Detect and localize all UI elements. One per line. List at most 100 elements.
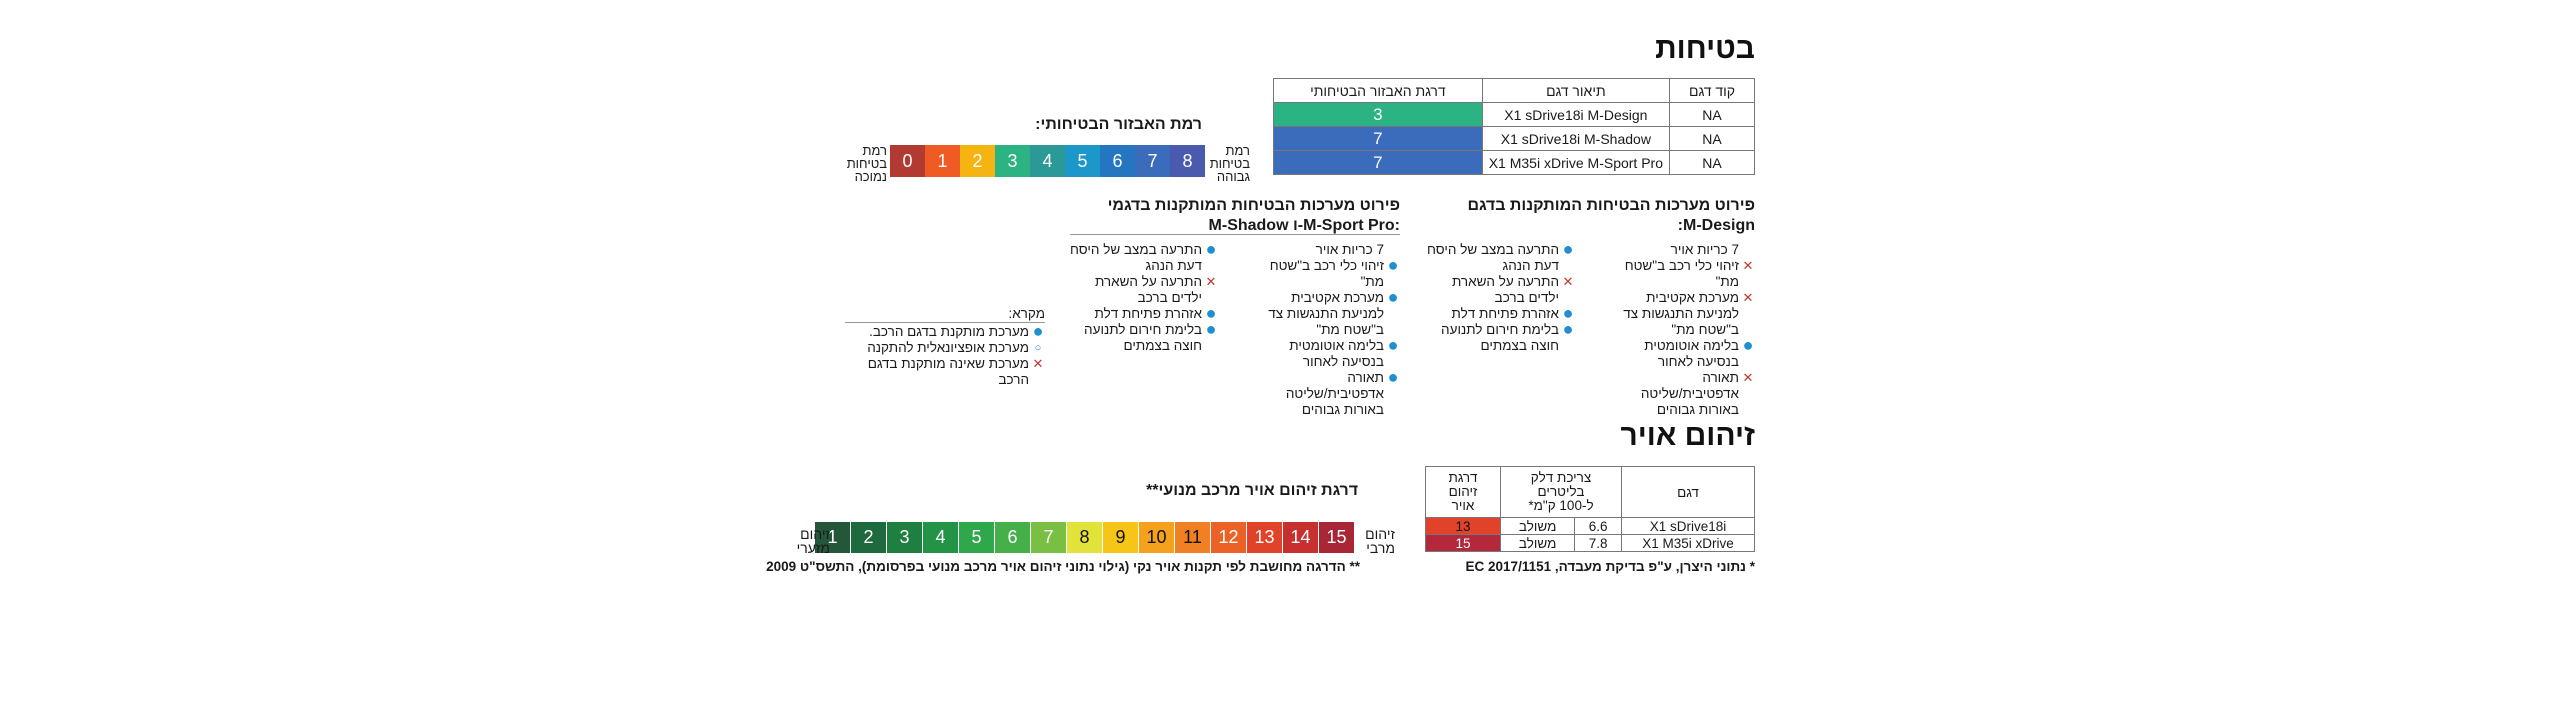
list-item: ✕ התרעה על השארת ילדים ברכב: [1068, 274, 1218, 306]
installed-dot-icon: ●: [1205, 303, 1217, 323]
pollution-level-5: 5: [959, 522, 995, 553]
installed-dot-icon: ●: [1387, 287, 1399, 307]
safety-level-cell: 3: [1273, 102, 1483, 127]
legend-item: ✕ מערכת שאינה מותקנת בדגם הרכב: [867, 356, 1044, 387]
list-item-text: 7 כריות אויר: [1315, 242, 1384, 257]
list-item-text: התרעה על השארת ילדים ברכב: [1094, 274, 1202, 305]
not-installed-x-icon: ✕: [1742, 370, 1754, 385]
list-item-text: בלימת חירום לתנועה חוצה בצמתים: [1084, 322, 1202, 353]
list-item: ✕ מערכת אקטיבית למניעת התנגשות צד ב"שטח מ…: [1607, 290, 1755, 338]
safety-title: בטיחות: [1655, 32, 1755, 65]
pollution-table: דגם צריכת דלק בליטרים ל-100 ק"מ* דרגת זיהום…: [1425, 466, 1755, 552]
safety-level-7: 7: [1135, 145, 1170, 177]
pollution-scale-title: דרגת זיהום אויר מרכב מנועי**: [1146, 482, 1358, 499]
list-item-text: התרעה במצב של היסח דעת הנהג: [1070, 242, 1202, 273]
pollution-level-14: 14: [1283, 522, 1319, 553]
list-item-text: תאורה אדפטיבית/שליטה באורות גבוהים: [1640, 370, 1739, 417]
list-item: ● התרעה במצב של היסח דעת הנהג: [1068, 239, 1218, 274]
pollution-level-12: 12: [1211, 522, 1247, 553]
list-item: ● בלימה אוטומטית בנסיעה לאחור: [1607, 335, 1755, 370]
pollution-level-4: 4: [923, 522, 959, 553]
pollution-level-1: 1: [815, 522, 851, 553]
col-code: קוד דגם: [1669, 78, 1755, 103]
list-item: ● זיהוי כלי רכב ב"שטח מת": [1248, 256, 1400, 290]
systems-shadow-rule: [1070, 234, 1400, 235]
pollution-level-7: 7: [1031, 522, 1067, 553]
list-item: ● התרעה במצב של היסח דעת הנהג: [1425, 240, 1575, 274]
systems-mdesign-heading: פירוט מערכות הבטיחות המותקנות בדגם M-Des…: [1467, 197, 1755, 234]
list-item-text: זיהוי כלי רכב ב"שטח מת": [1269, 258, 1384, 289]
list-item-text: בלימה אוטומטית בנסיעה לאחור: [1644, 338, 1739, 369]
pollution-level-8: 8: [1067, 522, 1103, 553]
list-item: ● בלימת חירום לתנועה חוצה בצמתים: [1068, 319, 1218, 354]
safety-table: קוד דגם תיאור דגם דרגת האבזור הבטיחותי N…: [1273, 78, 1755, 175]
list-item: ✕ זיהוי כלי רכב ב"שטח מת": [1607, 258, 1755, 290]
legend-item: ● מערכת מותקנת בדגם הרכב.: [869, 321, 1044, 341]
list-item: 7 כריות אויר: [1607, 242, 1755, 258]
list-item: ● בלימת חירום לתנועה חוצה בצמתים: [1425, 320, 1575, 354]
systems-shadow-heading: פירוט מערכות הבטיחות המותקנות בדגמי M-Sh…: [1107, 197, 1400, 234]
pollution-level-cell: 15: [1425, 534, 1501, 552]
table-row: NA X1 sDrive18i M-Shadow 7: [1273, 126, 1755, 151]
col-pollution-level: דרגת זיהום אויר: [1425, 466, 1501, 518]
systems-shadow-col-right: 7 כריות אויר ● זיהוי כלי רכב ב"שטח מת" ● מער…: [1248, 242, 1400, 418]
list-item-text: התרעה על השארת ילדים ברכב: [1451, 274, 1559, 305]
col-model: תיאור דגם: [1481, 78, 1671, 103]
list-item-text: אזהרת פתיחת דלת: [1094, 306, 1202, 321]
list-item-text: תאורה אדפטיבית/שליטה באורות גבוהים: [1285, 370, 1384, 417]
safety-level-cell: 7: [1273, 126, 1483, 151]
safety-level-3: 3: [995, 145, 1030, 177]
not-installed-x-icon: ✕: [1742, 258, 1754, 273]
safety-level-8: 8: [1170, 145, 1205, 177]
pollution-level-3: 3: [887, 522, 923, 553]
list-item: ● אזהרת פתיחת דלת: [1425, 303, 1575, 323]
safety-level-0: 0: [890, 145, 925, 177]
optional-circle-icon: ○: [1034, 342, 1042, 354]
list-item-text: 7 כריות אויר: [1670, 242, 1739, 257]
list-item-text: התרעה במצב של היסח דעת הנהג: [1427, 242, 1559, 273]
table-row: X1 M35i xDrive 7.8 משולב 15: [1425, 534, 1755, 552]
pollution-low-label: זיהום מזערי: [796, 526, 830, 556]
not-installed-x-icon: ✕: [1205, 274, 1217, 289]
col-level: דרגת האבזור הבטיחותי: [1273, 78, 1483, 103]
safety-level-4: 4: [1030, 145, 1065, 177]
list-item: ✕ התרעה על השארת ילדים ברכב: [1425, 274, 1575, 306]
safety-level-1: 1: [925, 145, 960, 177]
col-fuel: צריכת דלק בליטרים ל-100 ק"מ*: [1500, 466, 1622, 518]
installed-dot-icon: ●: [1387, 367, 1399, 387]
legend-item: ○ מערכת אופציונאלית להתקנה: [845, 340, 1045, 356]
pollution-level-cell: 13: [1425, 517, 1501, 535]
installed-dot-icon: ●: [1742, 335, 1754, 355]
table-row: NA X1 M35i xDrive M-Sport Pro 7: [1273, 150, 1755, 175]
not-installed-x-icon: ✕: [1562, 274, 1574, 289]
list-item-text: בלימת חירום לתנועה חוצה בצמתים: [1441, 322, 1559, 353]
table-row: NA X1 sDrive18i M-Design 3: [1273, 102, 1755, 127]
safety-low-label: רמת בטיחות נמוכה: [846, 143, 887, 184]
pollution-level-13: 13: [1247, 522, 1283, 553]
safety-level-cell: 7: [1273, 150, 1483, 175]
safety-scale-title: רמת האבזור הבטיחותי:: [1035, 116, 1202, 133]
pollution-level-2: 2: [851, 522, 887, 553]
not-installed-x-icon: ✕: [1742, 290, 1754, 305]
pollution-scale-footnote: ** הדרגה מחושבת לפי תקנות אויר נקי (גילו…: [766, 559, 1360, 574]
pollution-level-11: 11: [1175, 522, 1211, 553]
list-item: ● בלימה אוטומטית בנסיעה לאחור: [1248, 336, 1400, 370]
installed-dot-icon: ●: [1205, 319, 1217, 339]
list-item: ● אזהרת פתיחת דלת: [1068, 303, 1218, 323]
installed-dot-icon: ●: [1205, 239, 1217, 259]
installed-dot-icon: ●: [1032, 321, 1044, 341]
pollution-level-scale: 1 2 3 4 5 6 7 8 9 10 11 12 13 14 15: [815, 522, 1355, 553]
not-installed-x-icon: ✕: [1032, 356, 1044, 371]
table-row: X1 sDrive18i 6.6 משולב 13: [1425, 517, 1755, 535]
pollution-level-6: 6: [995, 522, 1031, 553]
pollution-table-footnote: * נתוני היצרן, ע"פ בדיקת מעבדה, EC 2017/…: [1465, 559, 1755, 574]
systems-shadow-col-left: ● התרעה במצב של היסח דעת הנהג ✕ התרעה על הש…: [1068, 239, 1218, 354]
pollution-level-9: 9: [1103, 522, 1139, 553]
list-item: ● מערכת אקטיבית למניעת התנגשות צד ב"שטח מ…: [1248, 287, 1400, 338]
pollution-level-15: 15: [1319, 522, 1355, 553]
installed-dot-icon: ●: [1562, 303, 1574, 323]
list-item: ✕ תאורה אדפטיבית/שליטה באורות גבוהים: [1607, 370, 1755, 418]
list-item: ● תאורה אדפטיבית/שליטה באורות גבוהים: [1248, 367, 1400, 418]
safety-level-6: 6: [1100, 145, 1135, 177]
